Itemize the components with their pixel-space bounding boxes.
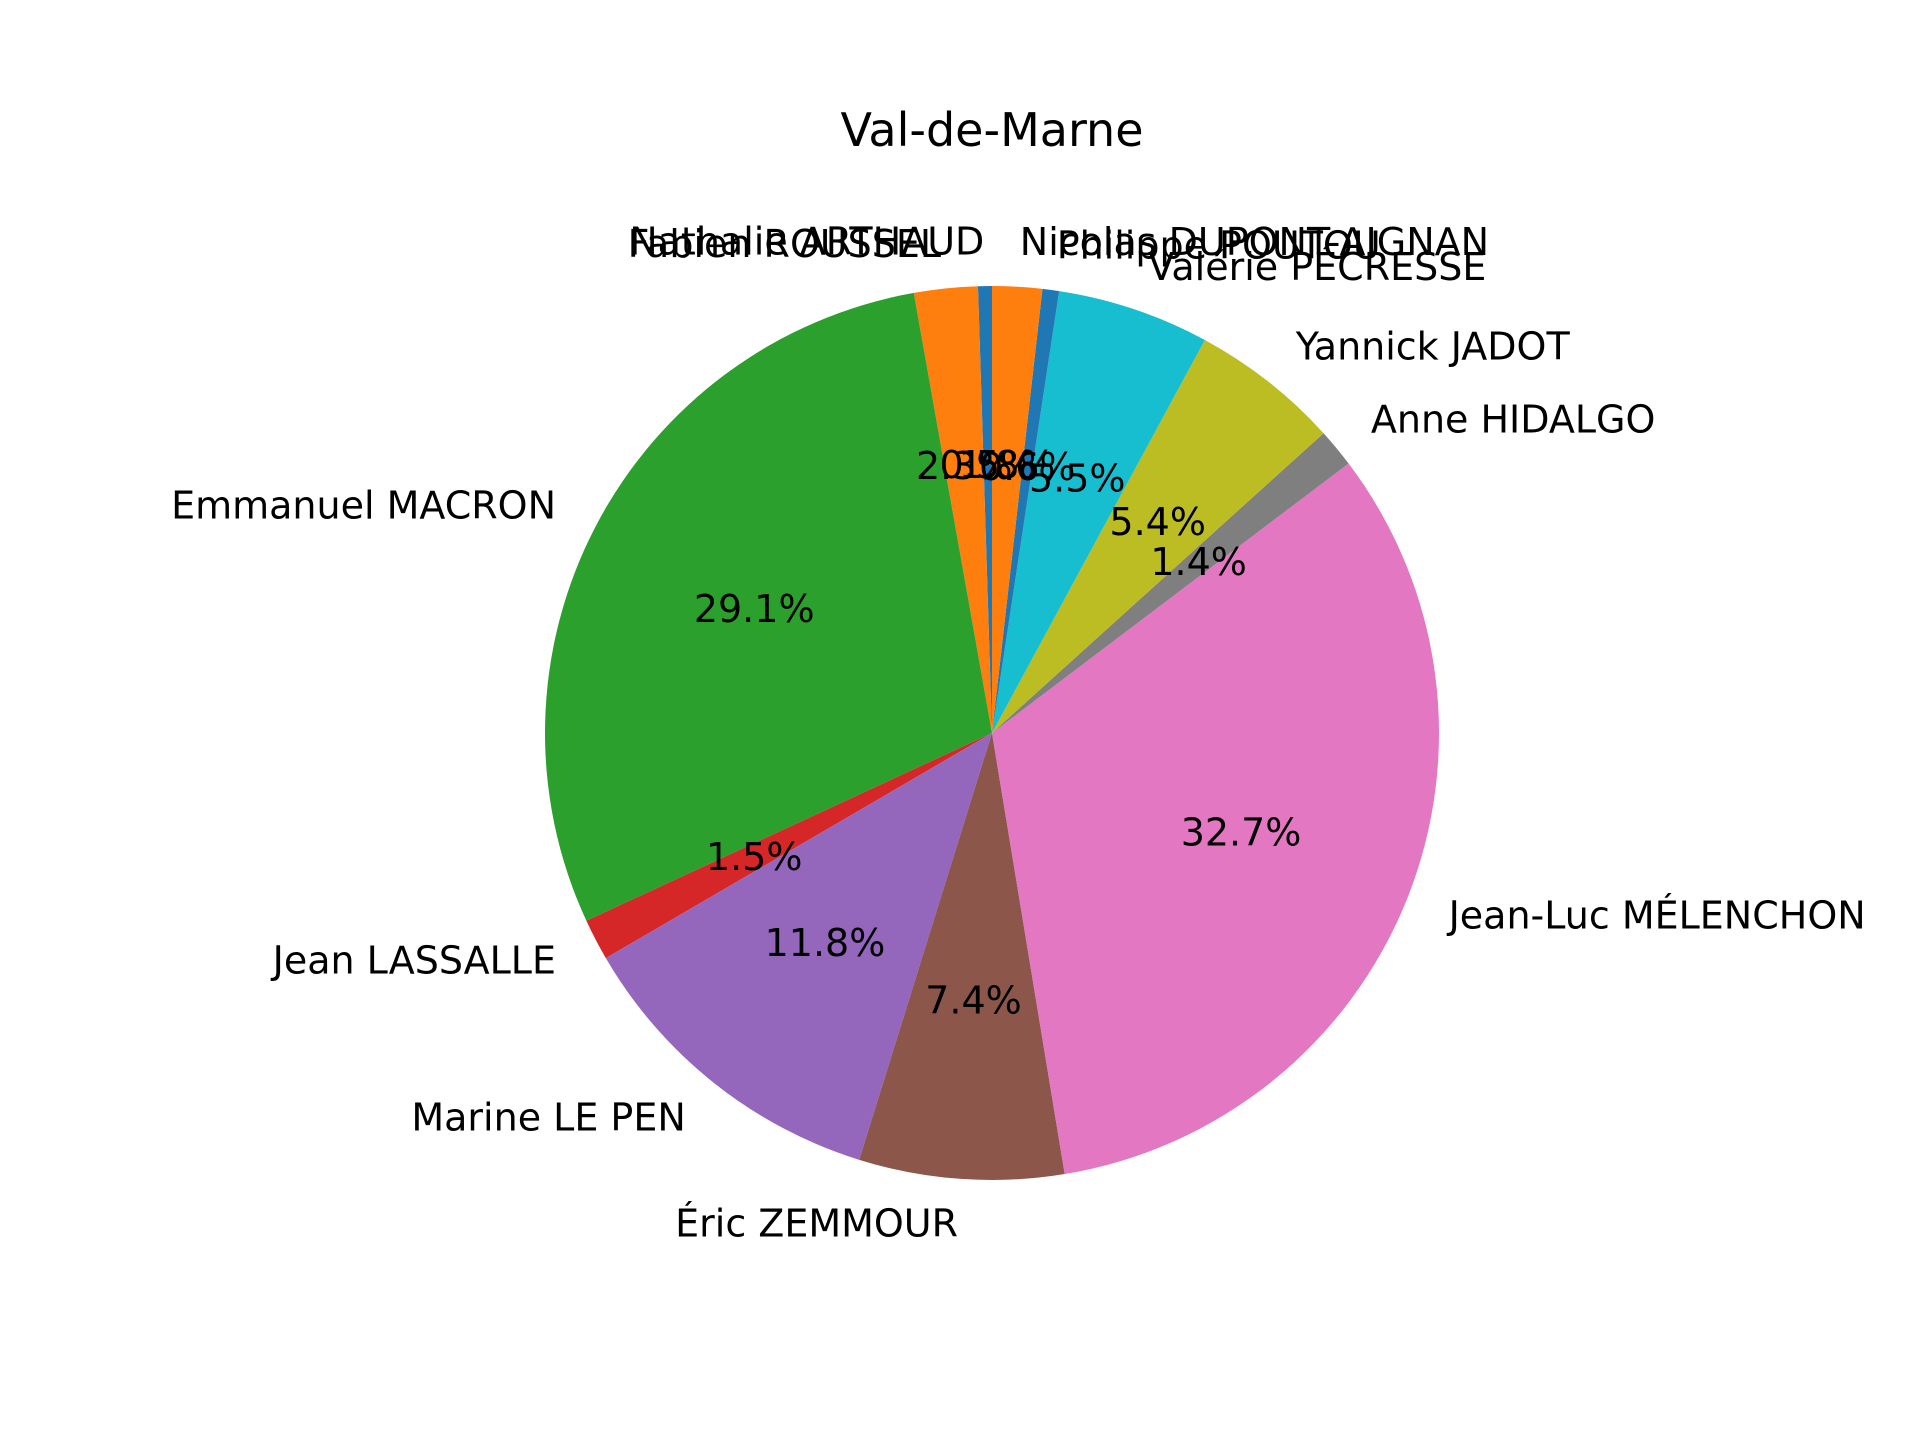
percent-label-emmanuel-macron: 29.1% xyxy=(694,587,815,631)
pie-slice-jean-lassalle xyxy=(586,733,992,959)
chart-title: Val-de-Marne xyxy=(841,103,1144,157)
slice-label-nathalie-arthaud: Nathalie ARTHAUD xyxy=(629,219,984,263)
pie-slice-nathalie-arthaud xyxy=(977,286,992,733)
slice-label-marine-le-pen: Marine LE PEN xyxy=(411,1096,685,1140)
slice-label-valerie-pecresse: Valérie PÉCRESSE xyxy=(1148,245,1486,289)
pie-slice-nicolas-dupont-aignan xyxy=(992,286,1043,733)
slice-label-philippe-poutou: Philippe POUTOU xyxy=(1057,224,1381,268)
pie-slices xyxy=(545,286,1439,1180)
slice-label-nicolas-dupont-aignan: Nicolas DUPONT-AIGNAN xyxy=(1020,220,1489,264)
percent-label-eric-zemmour: 7.4% xyxy=(925,979,1022,1023)
slice-label-jean-luc-melenchon: Jean-Luc MÉLENCHON xyxy=(1447,893,1866,937)
percent-label-marine-le-pen: 11.8% xyxy=(765,921,886,965)
percent-label-valerie-pecresse: 5.5% xyxy=(1029,457,1126,501)
percent-label-jean-lassalle: 1.5% xyxy=(706,835,803,879)
pie-slice-jean-luc-melenchon xyxy=(992,463,1439,1175)
percent-label-fabien-roussel: 2.3% xyxy=(916,444,1013,488)
slice-label-anne-hidalgo: Anne HIDALGO xyxy=(1371,398,1656,442)
pie-slice-emmanuel-macron xyxy=(545,292,992,921)
pie-slice-marine-le-pen xyxy=(605,733,992,1160)
percent-label-nathalie-arthaud: 0.5% xyxy=(940,443,1037,487)
slice-label-emmanuel-macron: Emmanuel MACRON xyxy=(171,484,556,528)
slice-label-yannick-jadot: Yannick JADOT xyxy=(1295,324,1571,368)
slice-label-jean-lassalle: Jean LASSALLE xyxy=(271,938,556,982)
percent-label-philippe-poutou: 0.6% xyxy=(979,445,1076,489)
percent-label-nicolas-dupont-aignan: 1.8% xyxy=(959,443,1056,487)
pie-slice-valerie-pecresse xyxy=(992,291,1205,733)
percent-label-jean-luc-melenchon: 32.7% xyxy=(1181,811,1302,855)
slice-label-eric-zemmour: Éric ZEMMOUR xyxy=(675,1202,958,1246)
pie-slice-fabien-roussel xyxy=(913,286,992,733)
pie-percent-labels: 0.5%2.3% 29.1% 1.5% 11.8% 7.4% 32.7% 1.4%5.4%5… xyxy=(694,443,1302,1023)
pie-slice-philippe-poutou xyxy=(992,288,1060,733)
slice-label-fabien-roussel: Fabien ROUSSEL xyxy=(628,222,941,266)
pie-slice-anne-hidalgo xyxy=(992,433,1349,733)
percent-label-yannick-jadot: 5.4% xyxy=(1109,500,1206,544)
pie-slice-yannick-jadot xyxy=(992,339,1324,733)
percent-label-anne-hidalgo: 1.4% xyxy=(1150,540,1247,584)
pie-slice-eric-zemmour xyxy=(859,733,1065,1180)
